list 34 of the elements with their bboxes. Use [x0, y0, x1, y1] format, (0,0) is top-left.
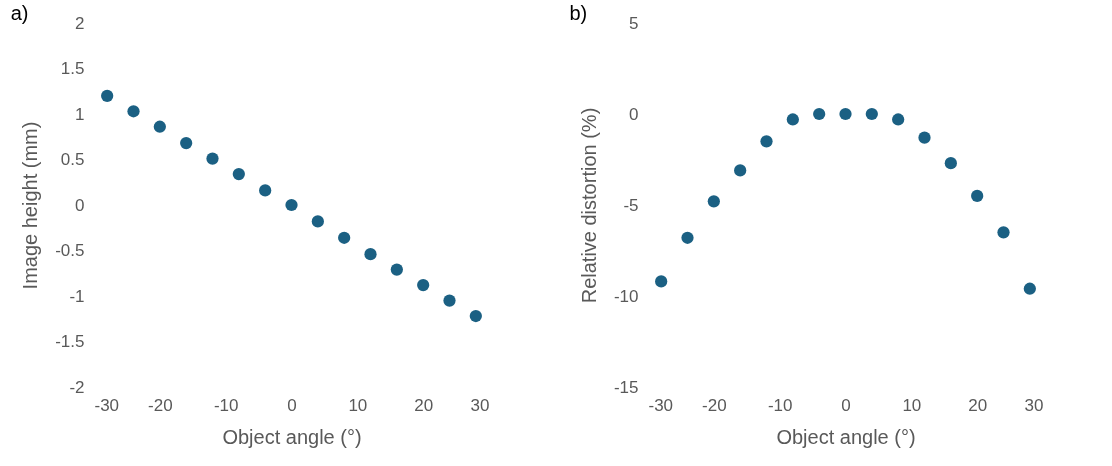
x-tick-label: -20 [148, 395, 173, 415]
x-axis-title: Object angle (°) [776, 425, 916, 448]
x-tick-label: 20 [968, 395, 988, 415]
y-tick-label: -1.5 [55, 332, 85, 351]
y-tick-label: 5 [629, 13, 639, 33]
x-tick-label: -20 [702, 395, 727, 415]
y-axis-title: Relative distortion (%) [577, 107, 600, 304]
x-axis-title: Object angle (°) [222, 425, 362, 448]
x-tick-label: 10 [348, 395, 368, 415]
x-tick-label: -30 [648, 395, 674, 415]
x-tick-label: -10 [767, 395, 793, 415]
chart-title: b) [569, 2, 588, 24]
y-tick-label: 0 [75, 195, 85, 215]
chart-title: a) [10, 2, 29, 24]
x-tick-label: -10 [213, 395, 239, 415]
y-tick-label: -15 [613, 377, 639, 397]
x-tick-label: 30 [1024, 395, 1044, 415]
y-axis-title: Image height (mm) [19, 121, 42, 290]
y-tick-label: -2 [69, 377, 85, 397]
y-tick-label: -0.5 [55, 241, 85, 260]
y-tick-label: 1 [75, 104, 85, 124]
x-tick-label: 10 [902, 395, 922, 415]
x-tick-label: 0 [287, 395, 297, 415]
y-tick-label: -5 [623, 195, 639, 215]
y-tick-label: -10 [613, 286, 639, 306]
x-tick-label: -30 [94, 395, 120, 415]
y-tick-label: 0.5 [60, 150, 85, 169]
y-tick-label: 0 [629, 104, 639, 124]
y-tick-label: 2 [75, 13, 85, 33]
y-tick-label: -1 [69, 286, 85, 306]
x-tick-label: 30 [470, 395, 490, 415]
x-tick-label: 0 [841, 395, 851, 415]
x-tick-label: 20 [414, 395, 434, 415]
y-tick-label: 1.5 [60, 59, 85, 78]
